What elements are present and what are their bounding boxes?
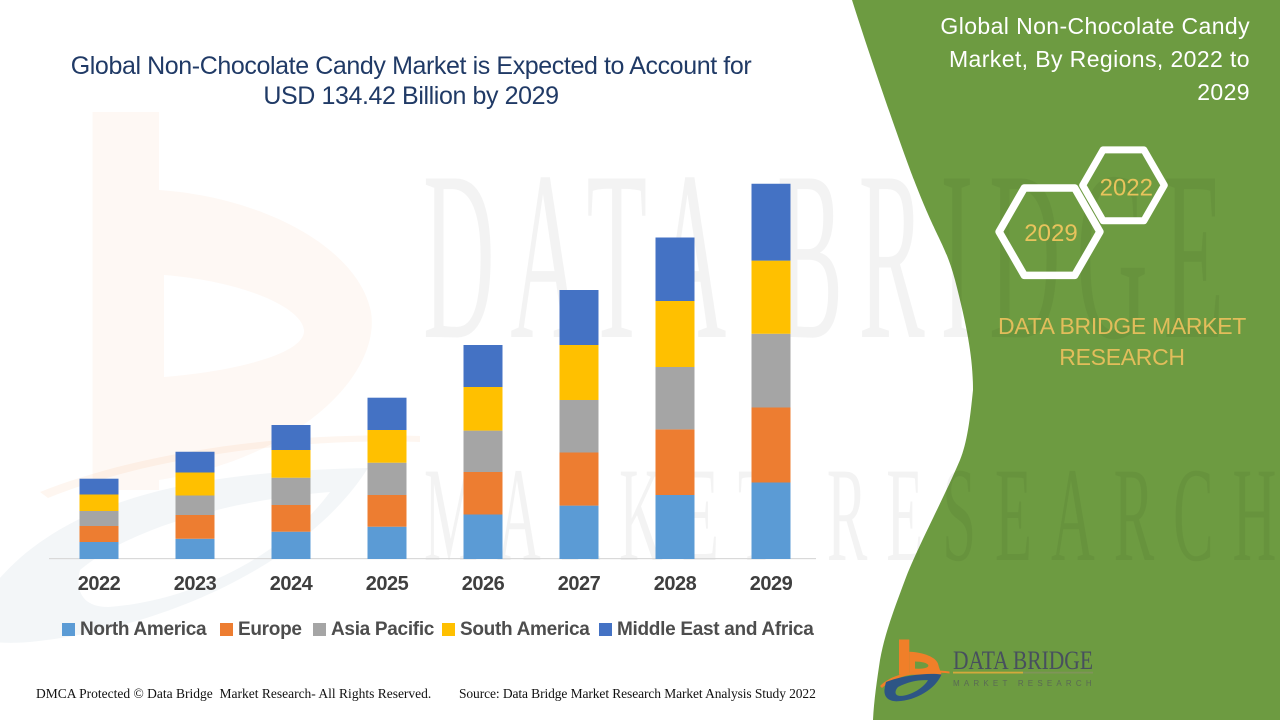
svg-text:MARKET RESEARCH: MARKET RESEARCH xyxy=(424,440,1280,590)
svg-text:MARKET RESEARCH: MARKET RESEARCH xyxy=(953,679,1096,688)
svg-text:DATA BRIDGE: DATA BRIDGE xyxy=(953,646,1093,675)
svg-text:2029: 2029 xyxy=(1024,220,1077,247)
svg-text:2022: 2022 xyxy=(1100,175,1153,202)
